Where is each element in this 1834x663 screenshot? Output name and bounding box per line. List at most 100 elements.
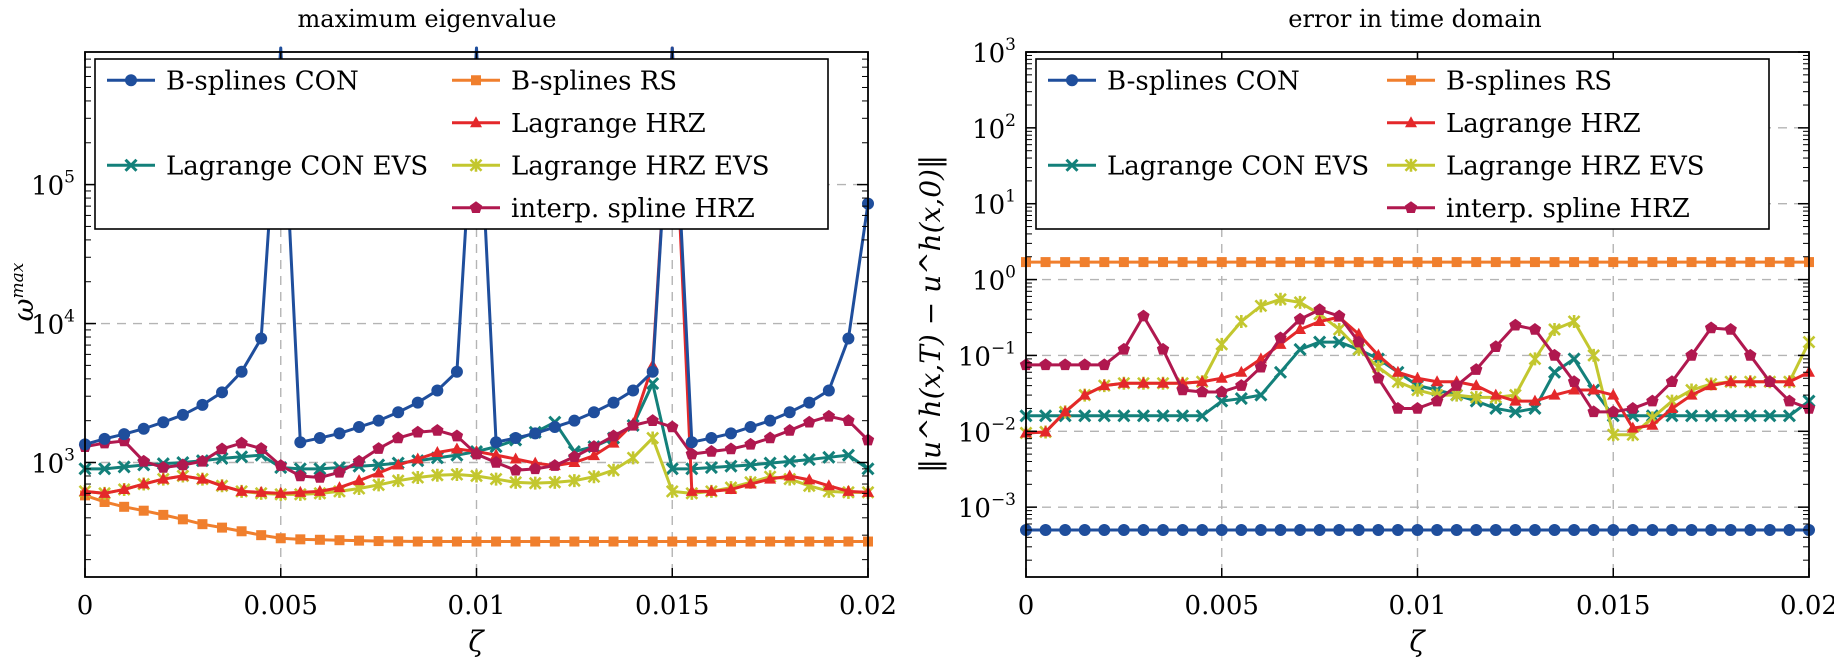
- data-point: [1098, 523, 1111, 536]
- data-point: [686, 536, 697, 547]
- data-point: [294, 436, 307, 449]
- data-point: [1138, 257, 1149, 268]
- y-tick-label: 103: [31, 446, 75, 480]
- legend-entry: interp. spline HRZ: [1387, 194, 1690, 224]
- data-point: [196, 398, 209, 411]
- data-point: [1509, 394, 1522, 406]
- data-point: [1275, 257, 1286, 268]
- data-point: [1274, 337, 1287, 349]
- data-point: [1333, 523, 1346, 536]
- data-point: [822, 409, 836, 422]
- legend-entry: B-splines CON: [1048, 66, 1300, 96]
- data-point: [1606, 428, 1620, 442]
- data-point: [1060, 257, 1071, 268]
- data-point: [1294, 523, 1307, 536]
- data-point: [842, 414, 855, 426]
- data-point: [1706, 257, 1717, 268]
- data-point: [176, 469, 189, 481]
- data-point: [1177, 257, 1188, 268]
- data-point: [158, 509, 169, 520]
- data-point: [1567, 375, 1581, 387]
- data-point: [1548, 523, 1561, 536]
- data-point: [627, 384, 640, 397]
- data-point: [372, 414, 385, 427]
- data-point: [196, 454, 209, 467]
- data-point: [1313, 335, 1327, 349]
- data-point: [313, 484, 326, 496]
- data-point: [1274, 292, 1287, 306]
- data-point: [1117, 342, 1131, 355]
- x-tick-label: 0: [1018, 591, 1035, 621]
- data-point: [647, 536, 658, 547]
- data-point: [783, 454, 797, 468]
- data-point: [255, 332, 268, 345]
- chart-title: maximum eigenvalue: [298, 5, 557, 33]
- data-point: [724, 482, 737, 494]
- data-point: [235, 436, 248, 449]
- data-point: [685, 436, 698, 449]
- data-point: [256, 530, 267, 541]
- data-point: [392, 431, 405, 444]
- data-point: [1646, 394, 1659, 407]
- data-point: [1567, 315, 1581, 329]
- data-point: [665, 484, 679, 498]
- data-point: [1118, 257, 1129, 268]
- data-point: [843, 536, 854, 547]
- data-point: [1489, 401, 1503, 416]
- legend-label: Lagrange HRZ: [1446, 109, 1641, 139]
- data-point: [275, 533, 286, 544]
- legend-entry: Lagrange CON EVS: [1048, 151, 1369, 181]
- y-tick-label: 103: [972, 35, 1016, 69]
- data-point: [1078, 358, 1091, 371]
- y-tick-label: 101: [972, 187, 1016, 221]
- data-point: [509, 463, 522, 476]
- legend-label: Lagrange CON EVS: [1107, 151, 1369, 181]
- data-point: [567, 474, 581, 488]
- data-point: [176, 408, 189, 421]
- data-point: [745, 536, 756, 547]
- data-point: [1411, 371, 1424, 383]
- data-point: [1352, 523, 1365, 536]
- data-point: [1665, 401, 1678, 413]
- series-b-splines-rs: [80, 490, 873, 547]
- data-point: [372, 458, 386, 472]
- data-point: [1569, 257, 1580, 268]
- data-point: [1646, 523, 1659, 536]
- data-point: [373, 536, 384, 547]
- data-point: [568, 414, 581, 427]
- data-point: [236, 526, 247, 537]
- data-point: [608, 536, 619, 547]
- data-point: [1430, 394, 1444, 407]
- data-point: [372, 478, 386, 492]
- data-point: [1510, 257, 1521, 268]
- data-point: [1215, 337, 1229, 351]
- x-axis-label: ζ: [1409, 625, 1426, 658]
- data-point: [1607, 405, 1620, 418]
- data-point: [1391, 375, 1405, 389]
- y-axis-label: ωmax: [7, 262, 40, 321]
- data-point: [372, 466, 385, 478]
- legend-label: B-splines RS: [1446, 66, 1612, 96]
- data-point: [313, 471, 327, 483]
- data-point: [667, 536, 678, 547]
- data-point: [1254, 299, 1268, 313]
- data-point: [352, 454, 366, 467]
- data-point: [430, 468, 444, 482]
- legend-box: [1035, 58, 1770, 230]
- data-point: [802, 453, 816, 467]
- data-point: [450, 442, 463, 454]
- data-point: [1704, 321, 1718, 334]
- data-point: [1489, 523, 1502, 536]
- data-point: [215, 442, 229, 455]
- data-point: [607, 396, 620, 409]
- data-point: [1078, 523, 1091, 536]
- legend-marker: [471, 75, 481, 86]
- data-point: [549, 536, 560, 547]
- data-point: [1391, 365, 1404, 377]
- data-point: [1724, 375, 1737, 387]
- data-point: [1078, 388, 1091, 400]
- data-point: [295, 534, 306, 545]
- data-point: [666, 420, 679, 433]
- data-point: [1039, 358, 1052, 371]
- y-tick-label: 104: [31, 307, 75, 341]
